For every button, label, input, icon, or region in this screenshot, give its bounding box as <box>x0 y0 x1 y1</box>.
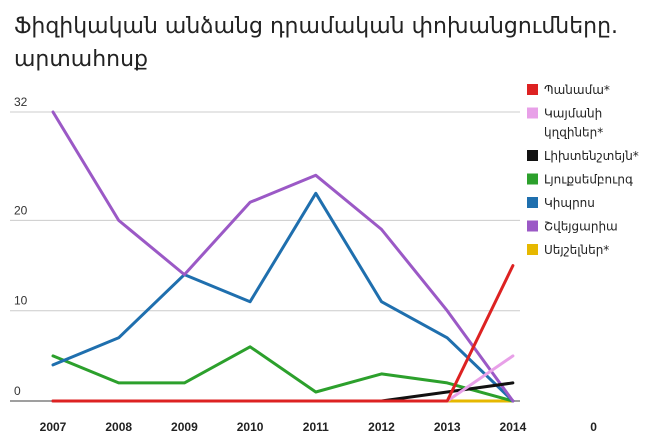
y-tick-label: 32 <box>14 95 28 109</box>
legend-swatch <box>527 107 538 119</box>
series-line-2 <box>51 354 515 403</box>
legend-swatch <box>527 173 538 185</box>
series-line-4 <box>51 345 515 403</box>
y-axis-ticks: 0 10 20 32 <box>14 95 28 398</box>
legend-label: Կիպրոս <box>544 196 595 210</box>
x-tick-label-extra: 0 <box>590 420 597 434</box>
x-tick-label: 2012 <box>368 420 395 434</box>
x-tick-label: 2014 <box>500 420 527 434</box>
legend-swatch <box>527 197 538 208</box>
y-tick-label: 20 <box>14 203 28 217</box>
legend-swatch <box>527 150 538 161</box>
legend-swatch <box>527 244 538 255</box>
legend-swatch <box>527 220 538 232</box>
series-line-1 <box>51 264 515 403</box>
x-tick-label: 2010 <box>237 420 264 434</box>
legend-label: Պանամա* <box>544 83 610 97</box>
legend-label: Շվեյցարիա <box>544 220 618 234</box>
x-tick-label: 2013 <box>434 420 461 434</box>
x-tick-label: 2011 <box>303 420 329 434</box>
series-line-3 <box>51 381 515 403</box>
legend-label: Լյուքսեմբուրգ <box>544 173 633 187</box>
series-lines <box>51 110 515 403</box>
series-line-6 <box>51 110 515 403</box>
legend-label: Լիխտենշտեյն* <box>544 149 639 163</box>
y-tick-label: 0 <box>14 384 21 398</box>
legend-label: Սեյշելներ* <box>544 243 609 257</box>
legend: Պանամա* Կայմանի կղզիներ* Լիխտենշտեյն* Լյուքս… <box>527 83 639 257</box>
x-tick-label: 2008 <box>105 420 132 434</box>
chart-title: Ֆիզիկական անձանց դրամական փոխանցումները.… <box>14 14 619 72</box>
x-axis-ticks: 2007 2008 2009 2010 2011 2012 2013 2014 0 <box>40 420 598 434</box>
legend-swatch <box>527 84 538 95</box>
legend-label: Կայմանի կղզիներ* <box>544 107 603 140</box>
x-tick-label: 2007 <box>40 420 67 434</box>
y-tick-label: 10 <box>14 294 28 308</box>
x-tick-label: 2009 <box>171 420 198 434</box>
series-line-5 <box>51 191 515 403</box>
